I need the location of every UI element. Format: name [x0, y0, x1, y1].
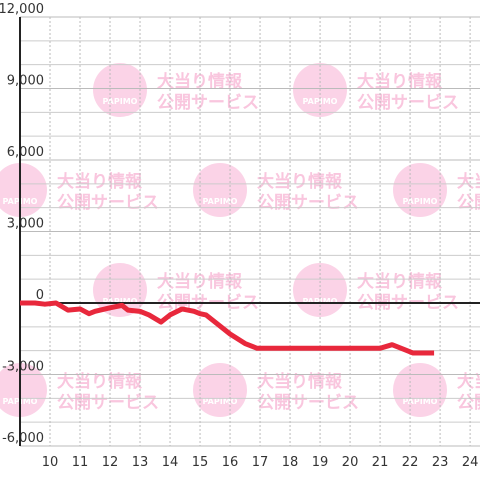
watermark-logo-text: PAPIMO [103, 297, 138, 306]
y-tick-label: -6,000 [2, 431, 44, 446]
x-tick-label: 17 [252, 455, 269, 470]
watermark-logo [193, 363, 247, 417]
watermark-logo [0, 363, 47, 417]
y-tick-label: 0 [36, 288, 44, 303]
watermarks: PAPIMO大当り情報公開サービスPAPIMO大当り情報公開サービスPAPIMO… [0, 63, 480, 417]
watermark-text: 大当り情報 [357, 71, 443, 92]
x-tick-label: 20 [342, 455, 359, 470]
watermark-logo [0, 163, 47, 217]
watermark-text: 公開サービス [57, 393, 159, 413]
y-tick-label: 12,000 [0, 2, 44, 17]
x-tick-label: 10 [42, 455, 59, 470]
x-tick-label: 14 [162, 455, 179, 470]
x-tick-label: 13 [132, 455, 149, 470]
watermark-text: 大当り情報 [457, 171, 480, 192]
x-tick-label: 18 [282, 455, 299, 470]
watermark-text: 大当り情報 [257, 371, 343, 392]
x-tick-label: 12 [102, 455, 119, 470]
x-tick-label: 21 [372, 455, 389, 470]
watermark-text: 公開サービス [457, 393, 480, 413]
watermark-text: 公開サービス [57, 193, 159, 213]
watermark-logo-text: PAPIMO [103, 97, 138, 106]
line [20, 300, 435, 356]
watermark-text: 大当り情報 [57, 371, 143, 392]
watermark-text: 公開サービス [257, 393, 359, 413]
watermark-text: 大当り情報 [57, 171, 143, 192]
y-tick-label: 3,000 [7, 217, 44, 232]
y-tick-label: 9,000 [7, 74, 44, 89]
watermark-logo [393, 363, 447, 417]
y-tick-label: 6,000 [7, 145, 44, 160]
watermark-text: 大当り情報 [457, 371, 480, 392]
watermark-logo-text: PAPIMO [203, 397, 238, 406]
y-tick-label: -3,000 [2, 360, 44, 375]
x-tick-label: 23 [432, 455, 449, 470]
x-tick-label: 15 [192, 455, 209, 470]
watermark-text: 公開サービス [357, 93, 459, 113]
watermark-logo [93, 63, 147, 117]
watermark-logo-text: PAPIMO [403, 397, 438, 406]
x-tick-label: 11 [72, 455, 89, 470]
x-tick-label: 22 [402, 455, 419, 470]
watermark-text: 公開サービス [457, 193, 480, 213]
watermark-logo-text: PAPIMO [203, 197, 238, 206]
plot: -6,000 -3,000 0 3,000 6,000 9,000 12,000 10 11 12… [0, 2, 480, 470]
x-tick-label: 19 [312, 455, 329, 470]
watermark-logo [393, 163, 447, 217]
x-tick-label: 16 [222, 455, 239, 470]
watermark-logo-text: PAPIMO [403, 197, 438, 206]
watermark-text: 大当り情報 [257, 171, 343, 192]
watermark-text: 公開サービス [157, 93, 259, 113]
x-tick-label: 24 [462, 455, 479, 470]
watermark-logo [193, 163, 247, 217]
watermark-text: 大当り情報 [357, 271, 443, 292]
watermark-text: 公開サービス [257, 193, 359, 213]
